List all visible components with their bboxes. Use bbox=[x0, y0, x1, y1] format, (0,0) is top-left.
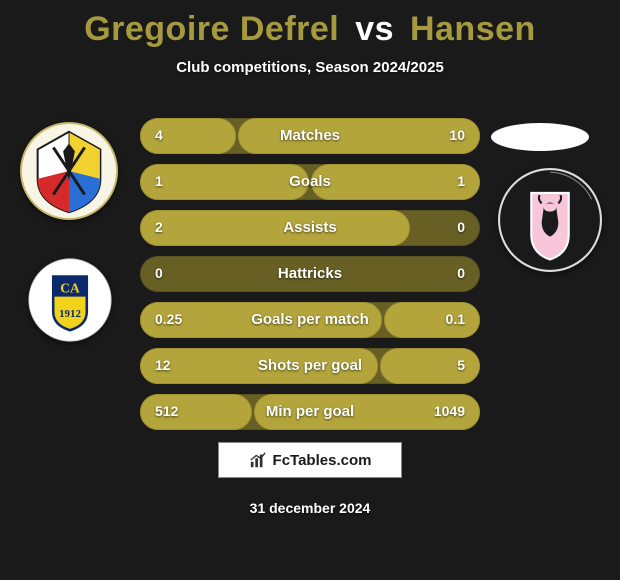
military-crest-icon bbox=[20, 122, 118, 220]
stat-row: 125Shots per goal bbox=[140, 348, 480, 384]
subtitle: Club competitions, Season 2024/2025 bbox=[0, 59, 620, 76]
brand-badge[interactable]: FcTables.com bbox=[218, 442, 402, 478]
white-oval-icon bbox=[490, 122, 590, 152]
stat-row: 410Matches bbox=[140, 118, 480, 154]
club-logo-top-right bbox=[490, 122, 590, 152]
svg-text:CA: CA bbox=[60, 280, 80, 295]
stat-label: Min per goal bbox=[141, 403, 479, 420]
stat-label: Shots per goal bbox=[141, 357, 479, 374]
stat-label: Assists bbox=[141, 219, 479, 236]
stat-row: 0.250.1Goals per match bbox=[140, 302, 480, 338]
stat-row: 5121049Min per goal bbox=[140, 394, 480, 430]
stat-label: Hattricks bbox=[141, 265, 479, 282]
svg-text:1912: 1912 bbox=[59, 308, 81, 320]
club-logo-mid-left: CA 1912 bbox=[28, 258, 112, 342]
palermo-crest-icon bbox=[498, 168, 602, 272]
stat-row: 11Goals bbox=[140, 164, 480, 200]
stat-label: Goals per match bbox=[141, 311, 479, 328]
footer-date: 31 december 2024 bbox=[0, 500, 620, 516]
stat-row: 00Hattricks bbox=[140, 256, 480, 292]
stat-row: 20Assists bbox=[140, 210, 480, 246]
player-left-name: Gregoire Defrel bbox=[84, 10, 339, 48]
club-logo-top-left bbox=[20, 122, 118, 220]
stats-bars: 410Matches 11Goals 20Assists 00Hattricks 0.2… bbox=[140, 118, 480, 440]
brand-text: FcTables.com bbox=[273, 452, 372, 469]
brand-chart-icon bbox=[249, 451, 267, 469]
comparison-title: Gregoire Defrel vs Hansen bbox=[0, 0, 620, 49]
stat-label: Matches bbox=[141, 127, 479, 144]
player-right-name: Hansen bbox=[410, 10, 536, 48]
stat-label: Goals bbox=[141, 173, 479, 190]
club-logo-mid-right bbox=[498, 168, 602, 272]
vs-label: vs bbox=[349, 10, 400, 48]
modena-crest-icon: CA 1912 bbox=[28, 258, 112, 342]
